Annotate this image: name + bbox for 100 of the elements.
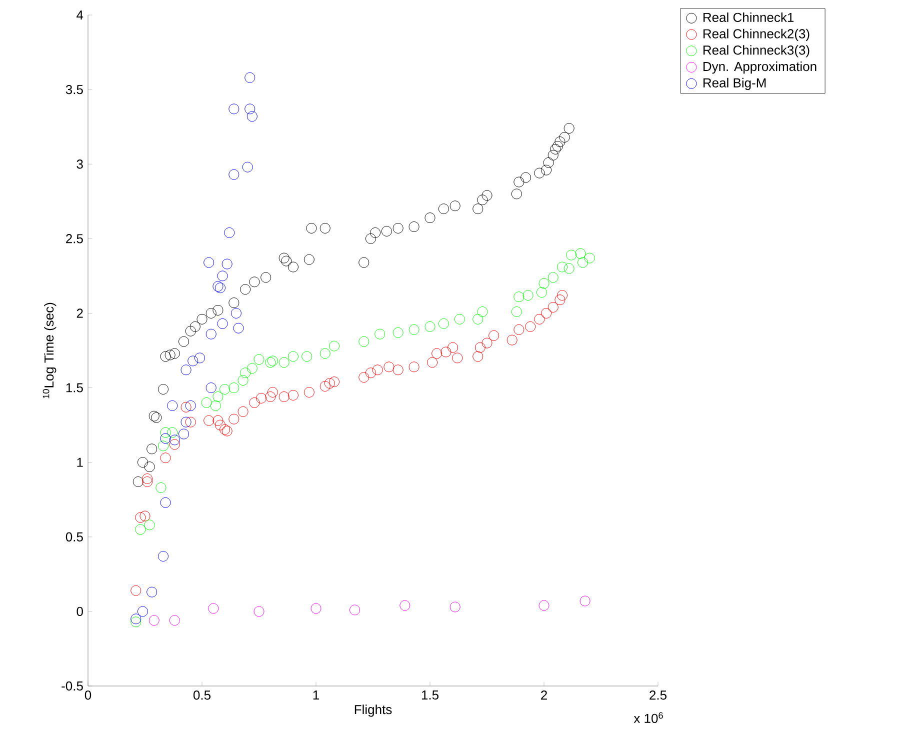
point bbox=[228, 298, 240, 308]
point bbox=[474, 342, 486, 353]
point bbox=[244, 72, 256, 83]
point bbox=[548, 272, 558, 283]
point bbox=[278, 252, 290, 264]
point bbox=[210, 400, 221, 411]
point bbox=[160, 497, 171, 508]
point bbox=[374, 328, 386, 340]
point bbox=[288, 390, 298, 400]
point bbox=[525, 321, 536, 332]
point bbox=[392, 327, 404, 338]
point bbox=[564, 263, 574, 274]
point bbox=[477, 194, 488, 206]
point bbox=[358, 257, 370, 268]
point bbox=[454, 314, 465, 324]
point bbox=[538, 600, 550, 611]
y-tick-label: 0.5 bbox=[66, 532, 83, 542]
point bbox=[488, 330, 500, 341]
point bbox=[185, 326, 196, 336]
point bbox=[240, 284, 251, 295]
point bbox=[130, 585, 142, 596]
point bbox=[169, 434, 180, 446]
point bbox=[408, 362, 420, 372]
point bbox=[156, 482, 166, 493]
x-tick-label: 1 bbox=[313, 690, 319, 700]
point bbox=[160, 433, 171, 444]
point bbox=[448, 342, 458, 353]
point bbox=[201, 397, 212, 408]
point bbox=[506, 334, 518, 346]
x-tick-label: 2 bbox=[541, 690, 547, 700]
point bbox=[158, 440, 168, 452]
point bbox=[135, 524, 146, 535]
point bbox=[538, 278, 550, 289]
x-axis-title: Flights bbox=[354, 704, 392, 717]
point bbox=[381, 226, 392, 236]
point bbox=[137, 606, 148, 617]
point bbox=[511, 306, 522, 317]
point bbox=[142, 476, 153, 487]
point bbox=[408, 221, 420, 232]
point bbox=[424, 212, 436, 224]
y-axis-title: $^{10}$Log Time (sec) bbox=[42, 302, 56, 398]
y-tick-label: 3 bbox=[76, 160, 83, 169]
point bbox=[194, 352, 205, 364]
point bbox=[140, 510, 150, 522]
point bbox=[130, 616, 142, 628]
point bbox=[267, 387, 278, 398]
point bbox=[217, 318, 228, 329]
point bbox=[224, 227, 235, 238]
point bbox=[132, 476, 144, 487]
point bbox=[254, 606, 264, 617]
point bbox=[180, 402, 192, 412]
point bbox=[534, 314, 545, 324]
point bbox=[249, 397, 260, 408]
point bbox=[556, 262, 568, 272]
point bbox=[514, 324, 524, 335]
point bbox=[196, 314, 208, 324]
point bbox=[472, 204, 484, 214]
point bbox=[206, 328, 216, 340]
point bbox=[265, 391, 276, 402]
point bbox=[372, 364, 383, 376]
point bbox=[158, 551, 168, 562]
point bbox=[169, 615, 180, 626]
point bbox=[440, 346, 452, 358]
point bbox=[520, 172, 532, 183]
y-tick-label: 1 bbox=[77, 458, 83, 467]
point bbox=[578, 257, 588, 268]
point bbox=[188, 356, 198, 366]
point bbox=[564, 123, 574, 134]
point bbox=[575, 248, 586, 259]
point bbox=[427, 357, 438, 368]
x-tick-label: 1.5 bbox=[422, 690, 438, 700]
point bbox=[472, 314, 484, 324]
point bbox=[328, 340, 340, 352]
point bbox=[392, 222, 404, 234]
y-tick-label: 0 bbox=[76, 606, 83, 616]
point bbox=[208, 603, 219, 614]
point bbox=[228, 382, 240, 394]
point bbox=[238, 406, 248, 417]
point bbox=[580, 596, 590, 606]
point bbox=[472, 351, 484, 362]
point bbox=[185, 400, 196, 411]
point bbox=[328, 376, 340, 388]
point bbox=[350, 604, 360, 616]
legend-label: Dyn. Approximation bbox=[703, 62, 816, 74]
point bbox=[552, 140, 563, 152]
point bbox=[212, 415, 224, 426]
point bbox=[358, 336, 370, 347]
point bbox=[554, 136, 566, 147]
point bbox=[281, 256, 292, 266]
point bbox=[522, 290, 534, 301]
point bbox=[541, 164, 552, 176]
point bbox=[254, 354, 264, 365]
point bbox=[135, 512, 146, 523]
point bbox=[554, 294, 566, 306]
point bbox=[543, 157, 554, 168]
point bbox=[185, 416, 196, 428]
point bbox=[370, 227, 381, 238]
point bbox=[550, 144, 561, 154]
point bbox=[432, 348, 442, 359]
point bbox=[584, 252, 595, 264]
